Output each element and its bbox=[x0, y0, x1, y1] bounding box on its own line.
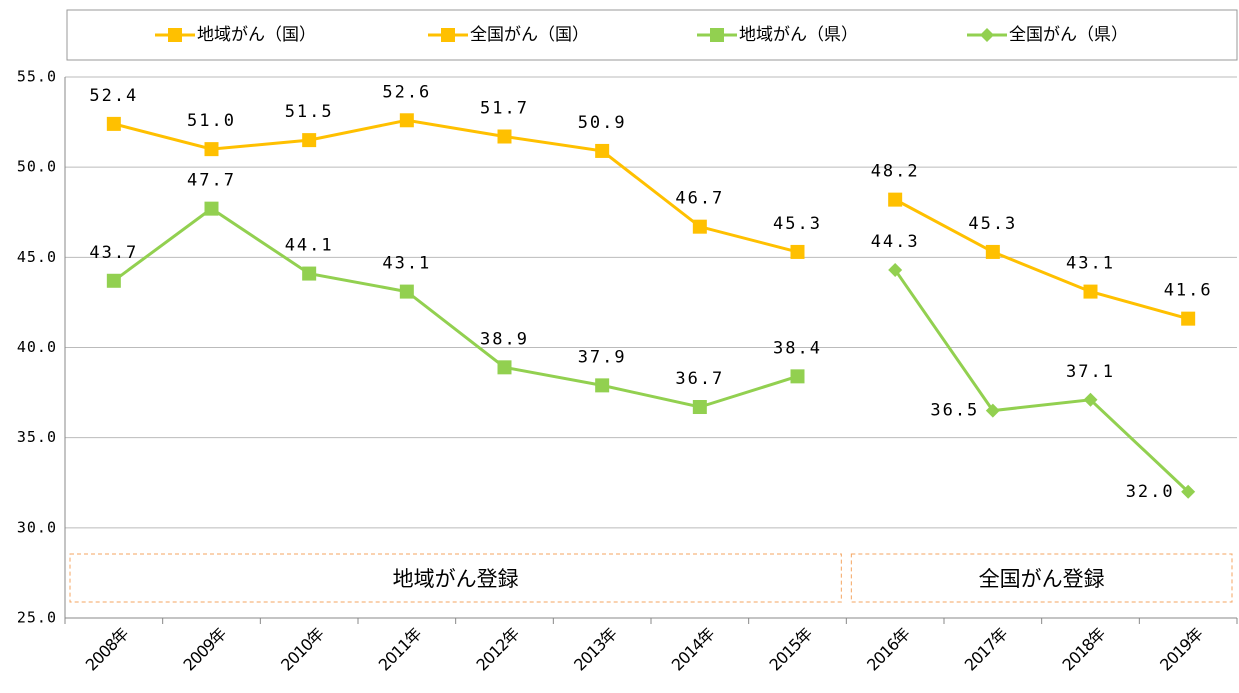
data-label: 46.7 bbox=[675, 189, 724, 209]
data-label: 45.3 bbox=[773, 214, 822, 234]
y-tick-label: 45.0 bbox=[17, 248, 57, 266]
point bbox=[692, 400, 707, 415]
x-tick-label: 2011年 bbox=[375, 624, 426, 675]
legend-label: 地域がん（国） bbox=[197, 25, 316, 45]
x-tick-label: 2016年 bbox=[863, 624, 914, 675]
data-label: 52.4 bbox=[89, 86, 138, 106]
x-tick-label: 2012年 bbox=[472, 624, 523, 675]
point bbox=[595, 143, 610, 158]
data-label: 43.7 bbox=[89, 243, 138, 263]
line bbox=[112, 206, 798, 409]
legend-label: 全国がん（県） bbox=[1009, 25, 1128, 45]
point bbox=[204, 201, 219, 216]
annotation-box bbox=[69, 553, 842, 603]
y-tick-label: 35.0 bbox=[17, 428, 57, 446]
data-label: 36.7 bbox=[675, 369, 724, 389]
data-label: 52.6 bbox=[382, 82, 431, 102]
legend-label: 全国がん（国） bbox=[470, 25, 589, 45]
line bbox=[894, 198, 1189, 321]
legend-label: 地域がん（県） bbox=[739, 25, 858, 45]
point bbox=[497, 360, 512, 375]
data-label: 43.1 bbox=[1066, 254, 1115, 274]
line bbox=[113, 118, 798, 254]
y-tick-label: 25.0 bbox=[17, 609, 57, 627]
data-label: 44.1 bbox=[285, 236, 334, 256]
series: 48.2 45.3 43.1 41.6 bbox=[871, 162, 1213, 326]
x-tick-label: 2015年 bbox=[765, 624, 816, 675]
legend-box bbox=[66, 9, 1238, 61]
series: 52.4 51.0 51.5 52.6 51.7 50.9 46.7 45.3 bbox=[89, 82, 822, 259]
data-label: 38.4 bbox=[773, 338, 822, 358]
point bbox=[985, 403, 1000, 418]
annotation: 全国がん登録 bbox=[979, 567, 1105, 591]
annotation-box bbox=[850, 553, 1233, 603]
x-tick-label: 2009年 bbox=[179, 624, 230, 675]
point bbox=[399, 113, 414, 128]
point bbox=[106, 273, 121, 288]
point bbox=[441, 28, 455, 42]
y-tick-label: 50.0 bbox=[17, 158, 57, 176]
data-label: 44.3 bbox=[871, 232, 920, 252]
x-tick-label: 2019年 bbox=[1156, 624, 1207, 675]
point bbox=[888, 262, 903, 277]
point bbox=[888, 192, 903, 207]
x-tick-label: 2008年 bbox=[82, 624, 133, 675]
data-label: 43.1 bbox=[382, 254, 431, 274]
point bbox=[1083, 284, 1098, 299]
data-label: 45.3 bbox=[968, 214, 1017, 234]
line bbox=[893, 269, 1190, 493]
y-tick-label: 55.0 bbox=[17, 68, 57, 86]
x-tick-label: 2014年 bbox=[668, 624, 719, 675]
annotation: 地域がん登録 bbox=[393, 567, 519, 591]
data-label: 47.7 bbox=[187, 171, 236, 191]
point bbox=[302, 133, 317, 148]
point bbox=[204, 142, 219, 157]
data-label: 37.9 bbox=[578, 347, 627, 367]
point bbox=[790, 369, 805, 384]
point bbox=[595, 378, 610, 393]
x-tick-label: 2018年 bbox=[1058, 624, 1109, 675]
point bbox=[1083, 392, 1098, 407]
data-label: 51.7 bbox=[480, 99, 529, 119]
series: 43.7 47.7 44.1 43.1 38.9 37.9 36.7 38.4 bbox=[89, 171, 822, 415]
data-label: 37.1 bbox=[1066, 362, 1115, 382]
point bbox=[692, 219, 707, 234]
point bbox=[1181, 311, 1196, 326]
point bbox=[497, 129, 512, 144]
data-label: 36.5 bbox=[930, 401, 979, 421]
data-label: 38.9 bbox=[480, 329, 529, 349]
data-label: 50.9 bbox=[578, 113, 627, 133]
x-tick-label: 2013年 bbox=[570, 624, 621, 675]
data-label: 51.5 bbox=[285, 102, 334, 122]
data-label: 41.6 bbox=[1164, 281, 1213, 301]
data-label: 48.2 bbox=[871, 162, 920, 182]
point bbox=[710, 28, 724, 42]
point bbox=[790, 244, 805, 259]
data-label: 32.0 bbox=[1126, 482, 1175, 502]
data-label: 51.0 bbox=[187, 111, 236, 131]
y-tick-label: 30.0 bbox=[17, 518, 57, 536]
point bbox=[106, 116, 121, 131]
point bbox=[399, 284, 414, 299]
point bbox=[980, 28, 994, 42]
x-tick-label: 2010年 bbox=[277, 624, 328, 675]
point bbox=[302, 266, 317, 281]
y-tick-label: 40.0 bbox=[17, 338, 57, 356]
x-tick-label: 2017年 bbox=[961, 624, 1012, 675]
point bbox=[168, 28, 182, 42]
series: 44.3 36.5 37.1 32.0 bbox=[871, 232, 1196, 502]
point bbox=[1181, 484, 1196, 499]
point bbox=[985, 244, 1000, 259]
